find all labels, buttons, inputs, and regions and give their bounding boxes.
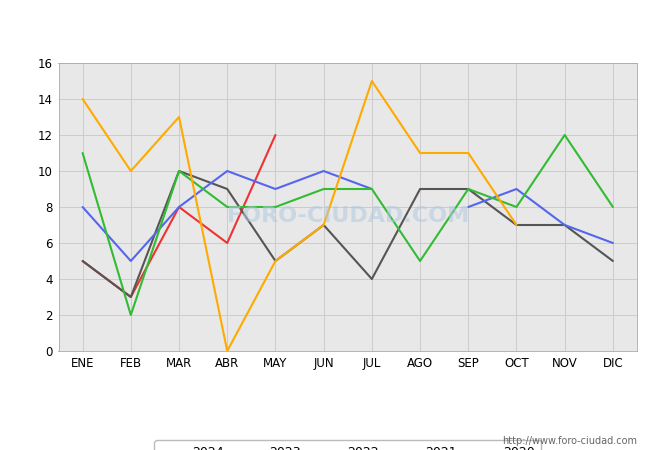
Legend: 2024, 2023, 2022, 2021, 2020: 2024, 2023, 2022, 2021, 2020 [154,440,541,450]
Text: FORO-CIUDAD.COM: FORO-CIUDAD.COM [227,206,469,225]
Text: http://www.foro-ciudad.com: http://www.foro-ciudad.com [502,436,637,446]
Text: Matriculaciones de Vehiculos en Aguilar de Campoo: Matriculaciones de Vehiculos en Aguilar … [110,14,540,32]
